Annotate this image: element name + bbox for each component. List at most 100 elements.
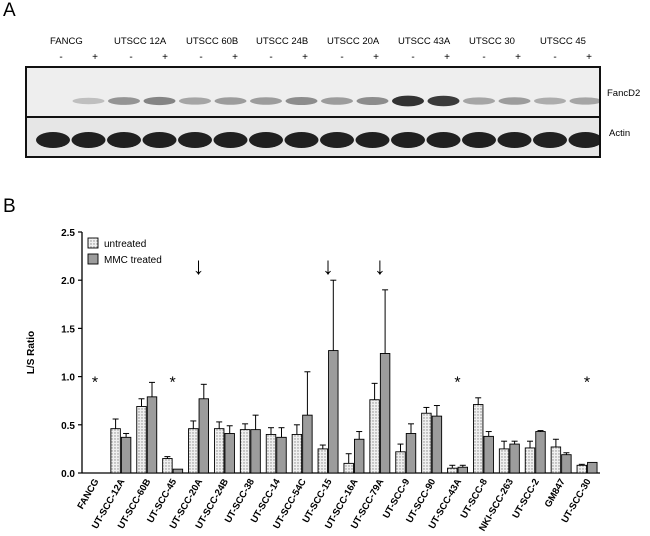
panel-b-letter: B	[3, 196, 16, 217]
bar-mmc-treated	[379, 353, 391, 474]
actin-band	[497, 132, 532, 148]
treatment-sign: -	[59, 52, 63, 63]
bar-untreated	[291, 433, 303, 474]
y-tick-label: 0.0	[61, 469, 75, 480]
bar-mmc-treated	[457, 466, 468, 474]
bar-untreated	[265, 433, 277, 474]
bar-untreated	[162, 458, 173, 474]
bar-mmc-treated	[509, 443, 520, 474]
fancd2-band	[569, 97, 602, 105]
treatment-sign: +	[444, 52, 450, 63]
bar-untreated	[576, 464, 587, 474]
bar-mmc-treated	[276, 436, 287, 474]
fancd2-band	[108, 97, 140, 105]
bar-mmc-treated	[328, 350, 339, 474]
actin-band	[320, 132, 354, 148]
bar-untreated	[395, 451, 406, 474]
bar-untreated	[524, 447, 536, 474]
bar-untreated	[110, 428, 121, 474]
fancd2-band	[250, 97, 282, 105]
treatment-sign: +	[162, 52, 168, 63]
bar-mmc-treated	[302, 414, 313, 474]
bar-untreated	[136, 406, 147, 474]
bar-untreated	[317, 448, 328, 474]
bar-untreated	[369, 399, 380, 474]
lane-label-utscc45: UTSCC 45	[540, 36, 586, 47]
fancd2-band	[356, 97, 389, 105]
bar-mmc-treated	[561, 454, 572, 474]
actin-band	[213, 132, 248, 148]
lane-label-utscc43a: UTSCC 43A	[398, 36, 451, 47]
actin-band	[107, 132, 141, 148]
significance-asterisk: *	[170, 374, 176, 391]
treatment-sign: -	[411, 52, 415, 63]
legend-label-untreated: untreated	[104, 239, 146, 250]
lane-label-utscc60b: UTSCC 60B	[186, 36, 239, 47]
bar-untreated	[213, 428, 225, 474]
fancd2-band	[498, 97, 531, 105]
fancd2-band	[214, 97, 247, 105]
treatment-sign: +	[232, 52, 238, 63]
bar-untreated	[343, 462, 354, 474]
bar-untreated	[239, 429, 251, 474]
y-tick-label: 1.0	[61, 373, 75, 384]
lane-label-utscc20a: UTSCC 20A	[327, 36, 380, 47]
bar-untreated	[421, 412, 432, 474]
fancd2-band	[285, 97, 318, 105]
significance-asterisk: *	[92, 374, 98, 391]
treatment-sign: -	[340, 52, 344, 63]
y-tick-label: 2.0	[61, 276, 75, 287]
bar-mmc-treated	[431, 415, 443, 474]
bar-untreated	[550, 446, 562, 474]
actin-band	[284, 132, 319, 148]
fancd2-band	[179, 97, 211, 105]
treatment-sign: +	[92, 52, 98, 63]
treatment-sign: -	[553, 52, 557, 63]
bar-mmc-treated	[120, 436, 132, 474]
fancd2-band	[143, 96, 176, 106]
y-tick-label: 0.5	[61, 421, 75, 432]
bar-mmc-treated	[224, 433, 235, 474]
actin-band	[462, 132, 496, 148]
bar-untreated	[447, 467, 458, 474]
actin-band	[71, 132, 106, 148]
treatment-sign: -	[269, 52, 273, 63]
treatment-sign: -	[129, 52, 133, 63]
actin-band	[533, 132, 567, 148]
bar-mmc-treated	[587, 461, 598, 474]
actin-band	[568, 132, 603, 148]
arrow-indicator: ↓	[322, 253, 334, 280]
bar-mmc-treated	[483, 435, 494, 474]
fancd2-band	[534, 97, 566, 105]
bar-untreated	[188, 428, 199, 474]
treatment-sign: -	[199, 52, 203, 63]
fancd2-bands	[72, 95, 602, 107]
lane-label-utscc24b: UTSCC 24B	[256, 36, 309, 47]
fancd2-band	[392, 95, 424, 107]
actin-band	[426, 132, 461, 148]
actin-band	[249, 132, 283, 148]
actin-band	[391, 132, 425, 148]
actin-band	[142, 132, 177, 148]
bar-mmc-treated	[354, 438, 365, 474]
bar-mmc-treated	[405, 433, 417, 474]
x-tick-label: FANCG	[75, 477, 101, 511]
fancd2-band	[427, 95, 460, 107]
y-axis-label: L/S Ratio	[26, 331, 37, 374]
bar-mmc-treated	[146, 396, 158, 474]
arrow-indicator: ↓	[374, 253, 386, 280]
bar-untreated	[498, 448, 510, 474]
bar-mmc-treated	[250, 429, 261, 474]
lane-label-fancg: FANCG	[50, 36, 83, 47]
actin-bands	[36, 132, 603, 148]
legend-label-mmc-treated: MMC treated	[104, 255, 162, 266]
actin-band	[36, 132, 70, 148]
legend-swatch-mmc-treated	[87, 253, 99, 265]
bar-untreated	[473, 404, 484, 474]
treatment-sign: +	[586, 52, 592, 63]
lane-label-utscc30: UTSCC 30	[469, 36, 515, 47]
fancd2-label: FancD2	[607, 88, 641, 99]
bar-mmc-treated	[535, 431, 546, 474]
treatment-sign: +	[515, 52, 521, 63]
actin-blot	[25, 116, 603, 158]
